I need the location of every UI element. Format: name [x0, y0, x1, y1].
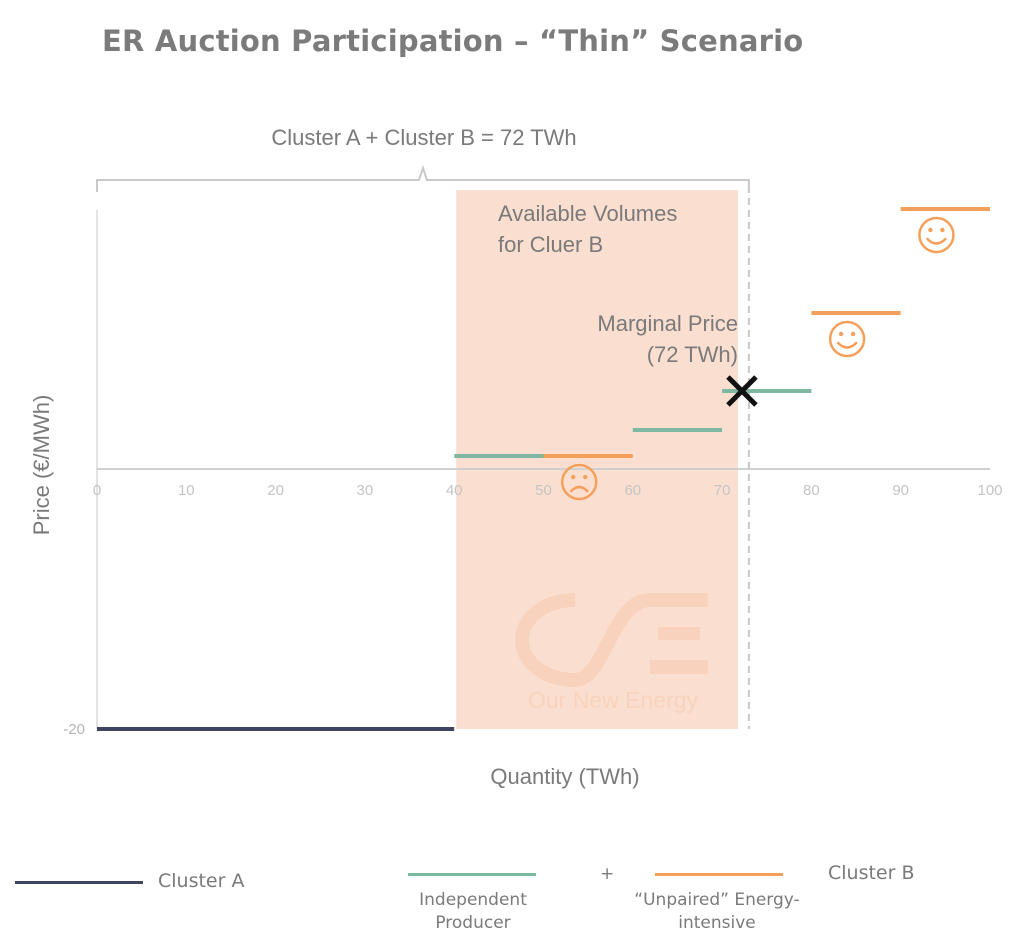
watermark-bar-top: [650, 593, 708, 607]
marginal-label-line2: (72 TWh): [647, 342, 738, 367]
face-outline: [828, 320, 866, 358]
x-axis-label: Quantity (TWh): [490, 764, 639, 789]
watermark-curve-left: [514, 593, 576, 687]
x-tick-50: 50: [535, 482, 552, 499]
legend-independent-line: [408, 873, 536, 876]
watermark-curve-mid: [573, 593, 652, 687]
x-tick-labels: 0 10 20 30 40 50 60 70 80 90 100: [93, 482, 1003, 499]
watermark-text: Our New Energy: [528, 687, 699, 713]
face-eye-left: [928, 227, 933, 233]
legend-unpaired-line: [655, 873, 783, 876]
legend-cluster-a-label: Cluster A: [158, 870, 245, 892]
y-tick-labels: -20: [63, 721, 85, 738]
x-tick-10: 10: [178, 482, 195, 499]
face-eye-right: [940, 227, 945, 233]
legend-independent-label-line2: Producer: [435, 913, 511, 933]
x-tick-80: 80: [803, 482, 820, 499]
face-outline: [918, 216, 955, 254]
available-volumes-region: [456, 190, 738, 729]
legend-independent-label: Independent Producer: [398, 889, 548, 935]
legend-plus: +: [600, 864, 615, 884]
marginal-price-marker: [726, 375, 758, 407]
series-segments: [97, 207, 990, 731]
shaded-label-line2: for Cluer B: [498, 232, 603, 257]
happy-face-icon: [828, 320, 866, 358]
watermark-logo: Our New Energy: [514, 593, 708, 713]
face-outline: [560, 463, 598, 501]
legend-independent-label-line1: Independent: [419, 890, 527, 910]
total-volume-brace: [96, 164, 750, 192]
marginal-label-line1: Marginal Price: [597, 311, 738, 336]
x-tick-40: 40: [446, 482, 463, 499]
watermark-bar-mid: [658, 627, 700, 640]
happy-face-icon: [918, 216, 955, 254]
face-mouth: [569, 485, 589, 493]
brace-label: Cluster A + Cluster B = 72 TWh: [271, 125, 576, 150]
chart-title: ER Auction Participation – “Thin” Scenar…: [102, 24, 804, 58]
y-tick--20: -20: [63, 721, 85, 738]
x-tick-70: 70: [714, 482, 731, 499]
x-tick-90: 90: [892, 482, 909, 499]
legend-unpaired-label-line1: “Unpaired” Energy-: [634, 890, 800, 910]
shaded-label-line1: Available Volumes: [498, 201, 677, 226]
face-mouth: [926, 237, 947, 245]
face-markers: [560, 216, 955, 501]
legend-cluster-b-label: Cluster B: [828, 862, 915, 884]
x-tick-100: 100: [977, 482, 1002, 499]
face-eye-right: [583, 474, 588, 480]
x-tick-60: 60: [624, 482, 641, 499]
sad-face-icon: [560, 463, 598, 501]
face-mouth: [836, 341, 858, 349]
face-eye-left: [838, 331, 844, 337]
x-tick-20: 20: [267, 482, 284, 499]
face-eye-right: [850, 331, 856, 337]
x-tick-30: 30: [357, 482, 374, 499]
legend-unpaired-label: “Unpaired” Energy- intensive: [612, 889, 822, 935]
watermark-bar-bottom: [650, 660, 708, 674]
x-tick-0: 0: [93, 482, 101, 499]
y-axis-label: Price (€/MWh): [29, 395, 54, 536]
face-eye-left: [571, 474, 576, 480]
marker-x-stroke-2: [726, 375, 758, 407]
legend-unpaired-label-line2: intensive: [678, 913, 756, 933]
legend-cluster-a-line: [15, 881, 143, 884]
